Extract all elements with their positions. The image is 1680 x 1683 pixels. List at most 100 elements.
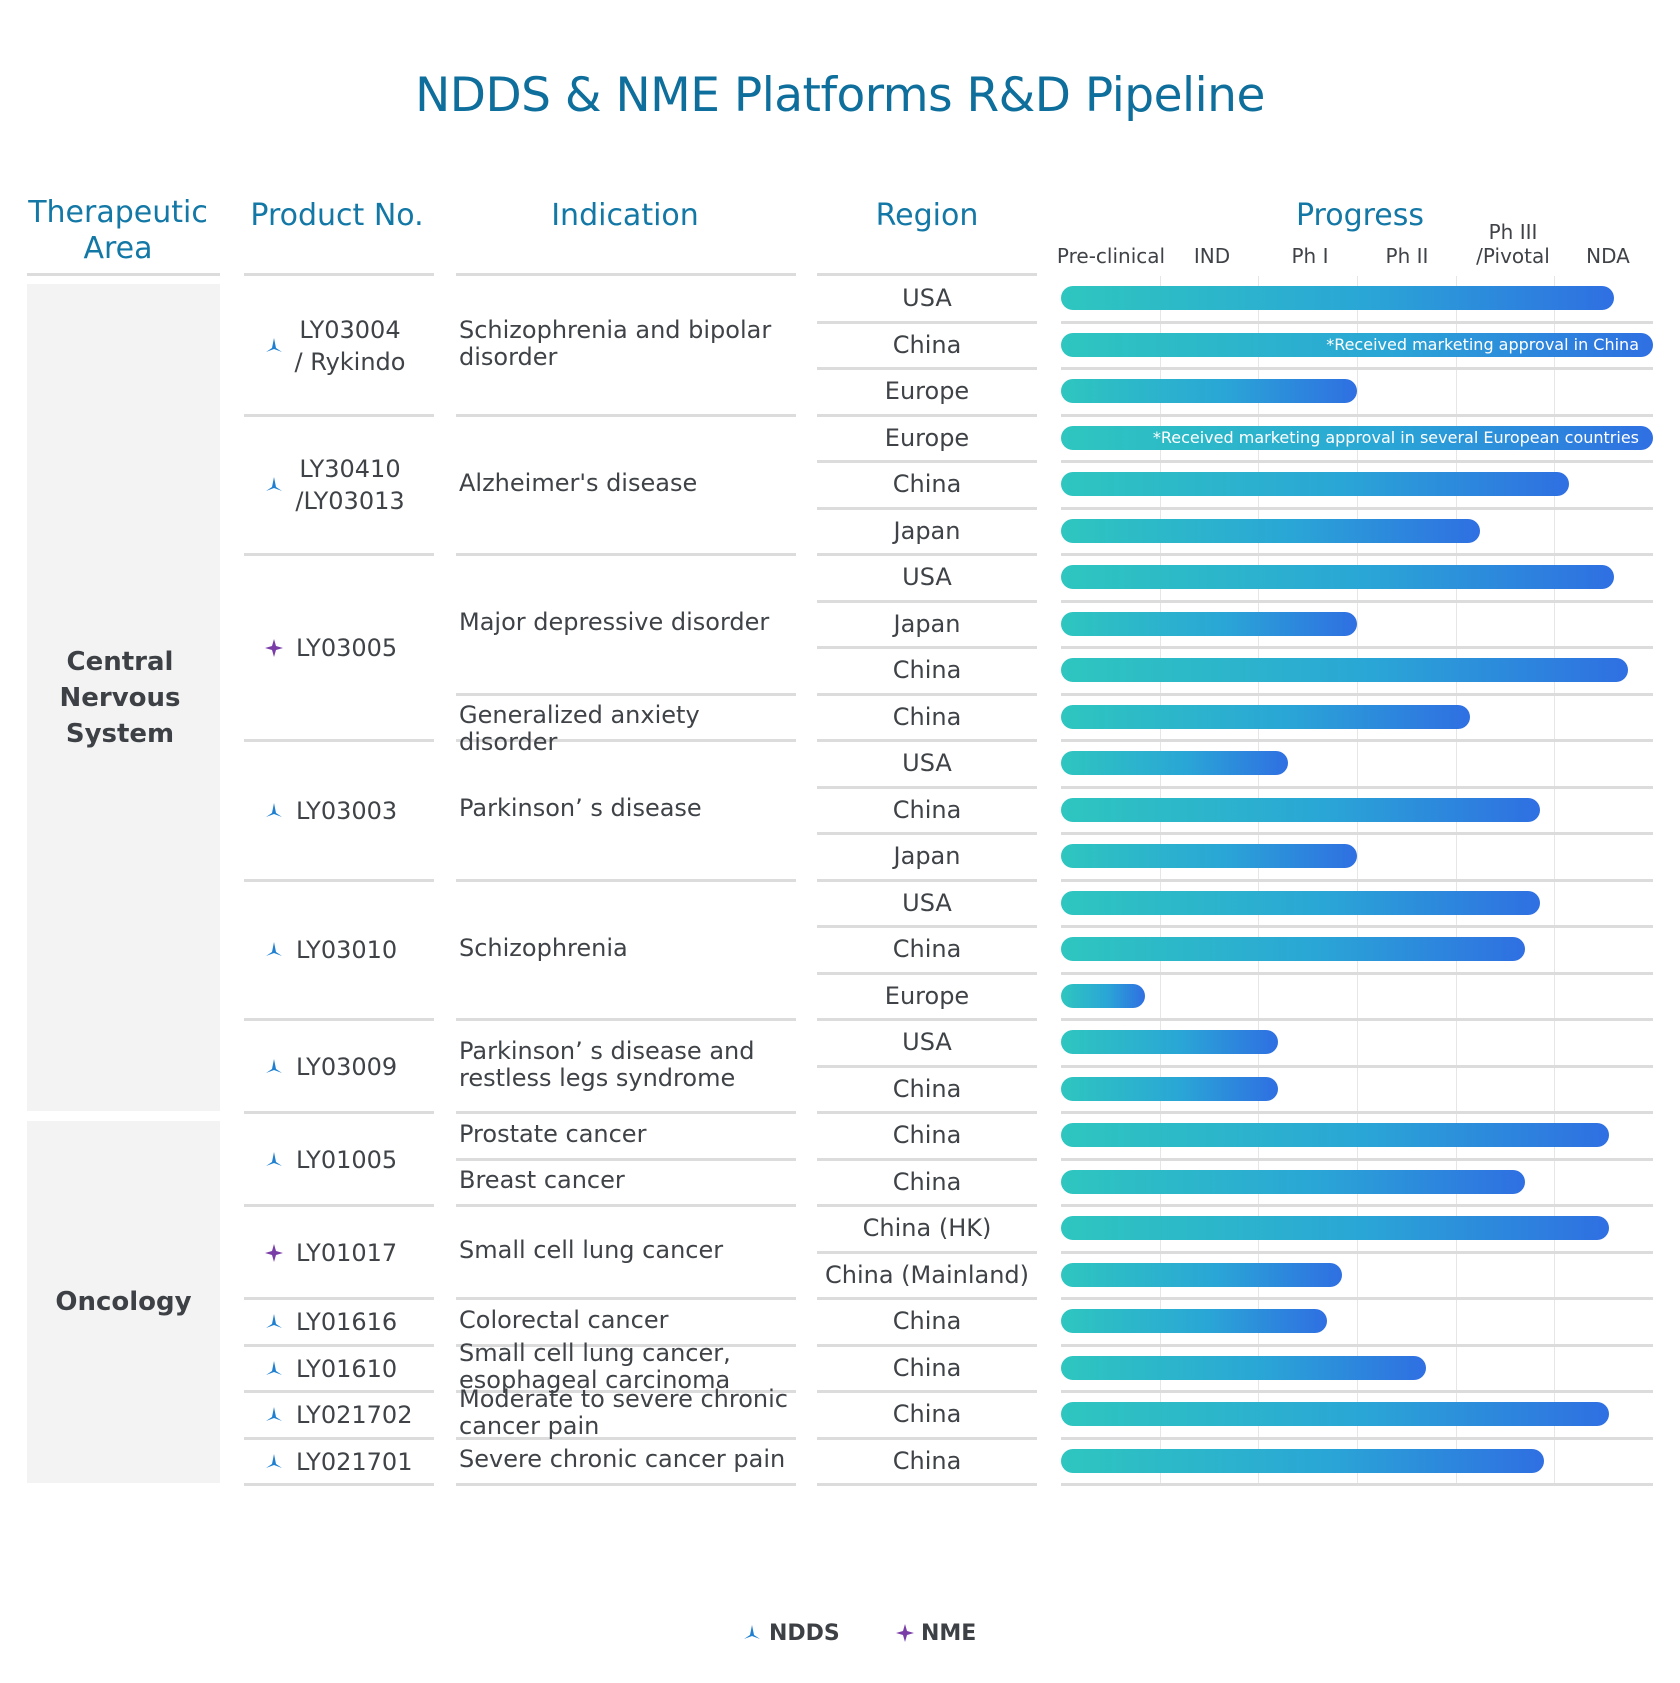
indication-divider-6-0 xyxy=(456,1157,796,1161)
legend-nme: NME xyxy=(895,1620,976,1648)
region-label-5: Japan xyxy=(893,516,961,545)
header-underline-indication xyxy=(456,273,796,276)
indication-11-0: Severe chronic cancer pain xyxy=(459,1445,786,1474)
progress-bar-18 xyxy=(1061,1123,1609,1148)
indication-divider-10-0 xyxy=(456,1436,796,1440)
progress-bar-15 xyxy=(1061,983,1145,1008)
region-label-21: China (Mainland) xyxy=(824,1260,1030,1289)
progress-bar-7 xyxy=(1061,611,1357,636)
progress-bar-9 xyxy=(1061,704,1471,729)
progress-divider-12 xyxy=(1061,878,1653,882)
progress-divider-11 xyxy=(1061,832,1653,835)
indication-divider-2-0 xyxy=(456,692,796,696)
product-id-4: LY03010 xyxy=(296,936,398,965)
indication-divider-11-0 xyxy=(456,1483,796,1486)
progress-divider-10 xyxy=(1061,785,1653,789)
region-label-18: China xyxy=(892,1121,962,1150)
ndds-icon xyxy=(266,1058,282,1073)
region-divider-10 xyxy=(817,785,1037,789)
region-divider-11 xyxy=(817,832,1037,835)
region-label-24: China xyxy=(892,1400,962,1429)
product-divider-3 xyxy=(244,878,434,882)
product-divider-0 xyxy=(244,413,434,417)
indication-1-0: Alzheimer's disease xyxy=(459,468,698,497)
header-therapeutic-area: Therapeutic Area xyxy=(28,195,208,266)
progress-divider-4 xyxy=(1061,506,1653,510)
legend-nme-label: NME xyxy=(921,1621,977,1646)
header-product-no: Product No. xyxy=(250,198,424,233)
progress-bar-4 xyxy=(1061,472,1570,497)
region-label-23: China xyxy=(892,1353,962,1382)
ndds-icon xyxy=(266,1314,282,1329)
region-divider-13 xyxy=(817,925,1037,928)
progress-divider-15 xyxy=(1061,1018,1653,1021)
region-divider-25 xyxy=(817,1483,1037,1486)
region-label-11: China xyxy=(892,795,962,824)
region-divider-7 xyxy=(817,646,1037,649)
progress-divider-20 xyxy=(1061,1250,1653,1254)
indication-divider-0-0 xyxy=(456,413,796,417)
progress-divider-25 xyxy=(1061,1483,1653,1486)
header-indication: Indication xyxy=(551,198,699,233)
region-label-15: Europe xyxy=(884,981,970,1010)
ndds-icon xyxy=(744,1625,760,1639)
region-divider-24 xyxy=(817,1436,1037,1440)
product-divider-6 xyxy=(244,1204,434,1207)
progress-divider-5 xyxy=(1061,553,1653,556)
phase-label-5: NDA xyxy=(1586,244,1630,268)
phase-label-1: IND xyxy=(1193,244,1231,268)
progress-bar-14 xyxy=(1061,937,1525,962)
progress-bar-16 xyxy=(1061,1030,1279,1055)
product-divider-2 xyxy=(244,739,434,742)
progress-bar-13 xyxy=(1061,890,1540,915)
indication-9-0: Small cell lung cancer, esophageal carci… xyxy=(459,1338,731,1394)
progress-bar-21 xyxy=(1061,1262,1343,1287)
region-divider-23 xyxy=(817,1390,1037,1393)
region-divider-6 xyxy=(817,599,1037,603)
progress-bar-17 xyxy=(1061,1076,1279,1101)
ndds-icon xyxy=(266,477,282,492)
region-label-10: USA xyxy=(902,749,952,778)
indication-8-0: Colorectal cancer xyxy=(459,1305,669,1334)
phase-label-2: Ph I xyxy=(1291,244,1329,268)
ndds-icon xyxy=(266,1453,282,1468)
region-label-12: Japan xyxy=(893,842,961,871)
region-label-17: China xyxy=(892,1074,962,1103)
ndds-icon xyxy=(266,1360,282,1375)
indication-0-0: Schizophrenia and bipolar disorder xyxy=(459,315,772,371)
indication-10-0: Moderate to severe chronic cancer pain xyxy=(459,1385,788,1441)
region-divider-15 xyxy=(817,1018,1037,1021)
header-region: Region xyxy=(875,198,979,233)
indication-divider-8-0 xyxy=(456,1343,796,1347)
region-label-8: China xyxy=(892,656,962,685)
product-id-2: LY03005 xyxy=(296,634,398,662)
indication-4-0: Schizophrenia xyxy=(459,933,628,962)
region-divider-14 xyxy=(817,971,1037,975)
progress-bar-20 xyxy=(1061,1216,1609,1241)
progress-bar-0 xyxy=(1061,286,1614,311)
progress-divider-3 xyxy=(1061,460,1653,463)
region-label-20: China (HK) xyxy=(862,1214,992,1243)
product-divider-4 xyxy=(244,1018,434,1021)
product-id-11: LY021701 xyxy=(296,1447,413,1476)
region-divider-2 xyxy=(817,413,1037,417)
region-label-3: Europe xyxy=(884,423,970,452)
legend-ndds: NDDS xyxy=(743,1620,840,1648)
product-divider-10 xyxy=(244,1436,434,1440)
ndds-icon xyxy=(266,337,282,352)
region-divider-22 xyxy=(817,1343,1037,1347)
product-divider-9 xyxy=(244,1390,434,1393)
progress-divider-14 xyxy=(1061,971,1653,975)
phase-label-3: Ph II xyxy=(1385,244,1429,268)
progress-divider-17 xyxy=(1061,1111,1653,1114)
progress-bar-3: *Received marketing approval in several … xyxy=(1061,425,1653,450)
progress-bar-23 xyxy=(1061,1355,1427,1380)
progress-bar-24 xyxy=(1061,1402,1609,1427)
region-label-4: China xyxy=(892,470,962,499)
region-label-25: China xyxy=(892,1446,962,1475)
product-id-8: LY01616 xyxy=(296,1308,398,1337)
header-underline-area xyxy=(27,273,220,276)
indication-2-0: Major depressive disorder xyxy=(459,608,770,637)
product-id-5: LY03009 xyxy=(296,1052,398,1081)
indication-6-0: Prostate cancer xyxy=(459,1119,647,1148)
